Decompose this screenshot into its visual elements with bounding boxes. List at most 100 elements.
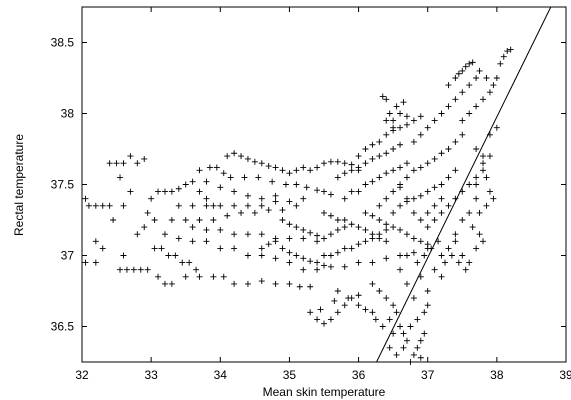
data-point (393, 309, 400, 316)
data-point (480, 153, 487, 160)
data-point (390, 209, 397, 216)
data-point (483, 174, 490, 181)
data-point (459, 67, 466, 74)
data-point (182, 181, 189, 188)
data-point (480, 96, 487, 103)
data-point (414, 316, 421, 323)
data-point (417, 164, 424, 171)
data-point (417, 113, 424, 120)
data-point (155, 273, 162, 280)
data-point (383, 170, 390, 177)
data-point (390, 117, 397, 124)
data-point (448, 252, 455, 259)
data-point (293, 224, 300, 231)
data-point (321, 160, 327, 167)
data-point (431, 184, 438, 191)
data-point (504, 48, 511, 55)
data-point (417, 217, 424, 223)
data-point (255, 174, 262, 181)
data-point (341, 170, 348, 177)
data-point (175, 202, 182, 209)
data-point (424, 188, 431, 195)
data-point (99, 245, 106, 252)
data-point (120, 202, 127, 209)
data-point (466, 181, 473, 188)
data-point (272, 238, 279, 245)
data-point (417, 354, 424, 361)
data-point (144, 266, 151, 273)
data-point (293, 202, 300, 209)
data-point (334, 158, 341, 165)
data-point (341, 195, 348, 202)
data-point (403, 195, 410, 202)
data-point (141, 155, 148, 162)
x-tick-label: 39 (559, 368, 571, 382)
data-point (473, 174, 480, 181)
data-point (452, 96, 459, 103)
data-point (286, 280, 293, 287)
data-point (397, 252, 404, 259)
data-point (417, 238, 424, 245)
data-point (321, 209, 327, 216)
data-point (82, 259, 89, 266)
data-point (168, 280, 175, 287)
data-point (348, 161, 355, 168)
data-point (421, 330, 428, 337)
data-point (376, 231, 383, 238)
data-point (362, 146, 369, 152)
data-point (459, 217, 466, 223)
data-point (466, 110, 473, 117)
data-point (390, 330, 397, 337)
data-point (383, 195, 390, 202)
data-point (424, 241, 431, 248)
data-point (452, 167, 459, 174)
data-point (379, 323, 386, 330)
data-point (486, 188, 493, 195)
data-point (113, 160, 120, 167)
data-point (497, 60, 504, 67)
data-point (407, 323, 414, 330)
data-point (445, 202, 452, 209)
reference-line (376, 6, 552, 363)
data-point (348, 188, 355, 195)
data-point (172, 252, 179, 259)
data-point (376, 288, 383, 294)
data-point (321, 262, 327, 269)
data-point (155, 188, 162, 195)
data-point (321, 320, 327, 327)
data-point (210, 273, 217, 280)
data-point (231, 150, 238, 157)
data-point (410, 249, 417, 256)
data-point (258, 202, 265, 209)
data-point (473, 195, 480, 202)
data-point (379, 93, 386, 100)
data-point (334, 309, 341, 316)
data-point (362, 226, 369, 233)
data-point (130, 266, 137, 273)
data-point (300, 266, 307, 273)
data-point (203, 226, 210, 233)
data-point (390, 224, 397, 231)
y-tick-label: 36.5 (51, 320, 75, 334)
data-point (410, 295, 417, 302)
data-point (341, 160, 348, 167)
data-point (369, 155, 376, 162)
data-point (417, 131, 424, 138)
data-point (369, 309, 376, 316)
data-point (279, 245, 286, 252)
data-point (106, 202, 113, 209)
data-point (452, 238, 459, 245)
x-tick-label: 33 (144, 368, 158, 382)
data-point (383, 238, 390, 245)
data-point (438, 252, 445, 259)
data-point (186, 259, 193, 266)
data-point (334, 174, 341, 181)
data-point (397, 110, 404, 117)
data-point (144, 209, 151, 216)
data-point (300, 195, 307, 202)
data-point (251, 158, 258, 165)
data-point (158, 245, 165, 252)
data-point (272, 255, 279, 262)
data-point (414, 259, 421, 266)
data-point (397, 323, 404, 330)
